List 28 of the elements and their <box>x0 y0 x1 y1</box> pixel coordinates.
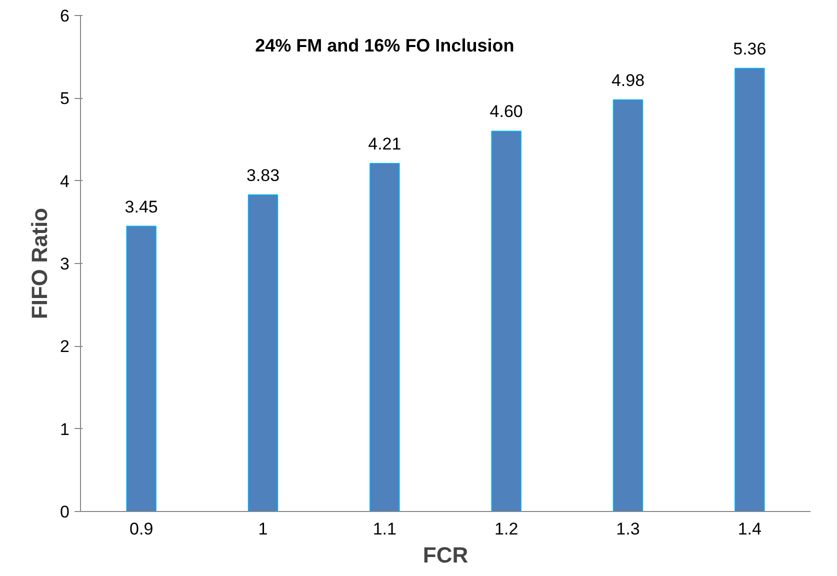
bar <box>248 194 278 512</box>
y-tick-label: 4 <box>60 172 70 191</box>
data-label: 4.21 <box>368 134 402 154</box>
x-tick-label: 1.1 <box>372 520 396 538</box>
text: 24% FM and 16% FO Inclusion <box>255 36 514 56</box>
y-tick-label: 6 <box>60 6 70 26</box>
y-tick-label: 5 <box>60 89 70 108</box>
data-label: 4.98 <box>611 70 645 90</box>
bar <box>370 162 400 512</box>
x-tick-label: 1.2 <box>494 520 518 538</box>
data-label: 3.45 <box>124 197 158 216</box>
x-tick-label: 1.3 <box>616 520 640 538</box>
x-tick-label: 0.9 <box>130 520 154 538</box>
data-label: 4.60 <box>490 102 523 122</box>
y-tick-label: 3 <box>60 254 70 274</box>
x-axis-title: FCR <box>422 542 468 568</box>
bar <box>612 99 644 512</box>
y-tick-label: 0 <box>60 502 70 522</box>
y-tick-label: 2 <box>60 337 70 356</box>
bar <box>126 226 156 512</box>
y-axis-title: FIFO Ratio <box>27 208 52 320</box>
bar <box>491 130 522 512</box>
y-tick-label: 1 <box>60 420 70 439</box>
data-label: 3.83 <box>246 166 280 185</box>
data-label: 5.36 <box>733 39 766 58</box>
x-tick-label: 1 <box>258 520 268 538</box>
bar <box>734 68 765 512</box>
x-tick-label: 1.4 <box>738 520 762 538</box>
